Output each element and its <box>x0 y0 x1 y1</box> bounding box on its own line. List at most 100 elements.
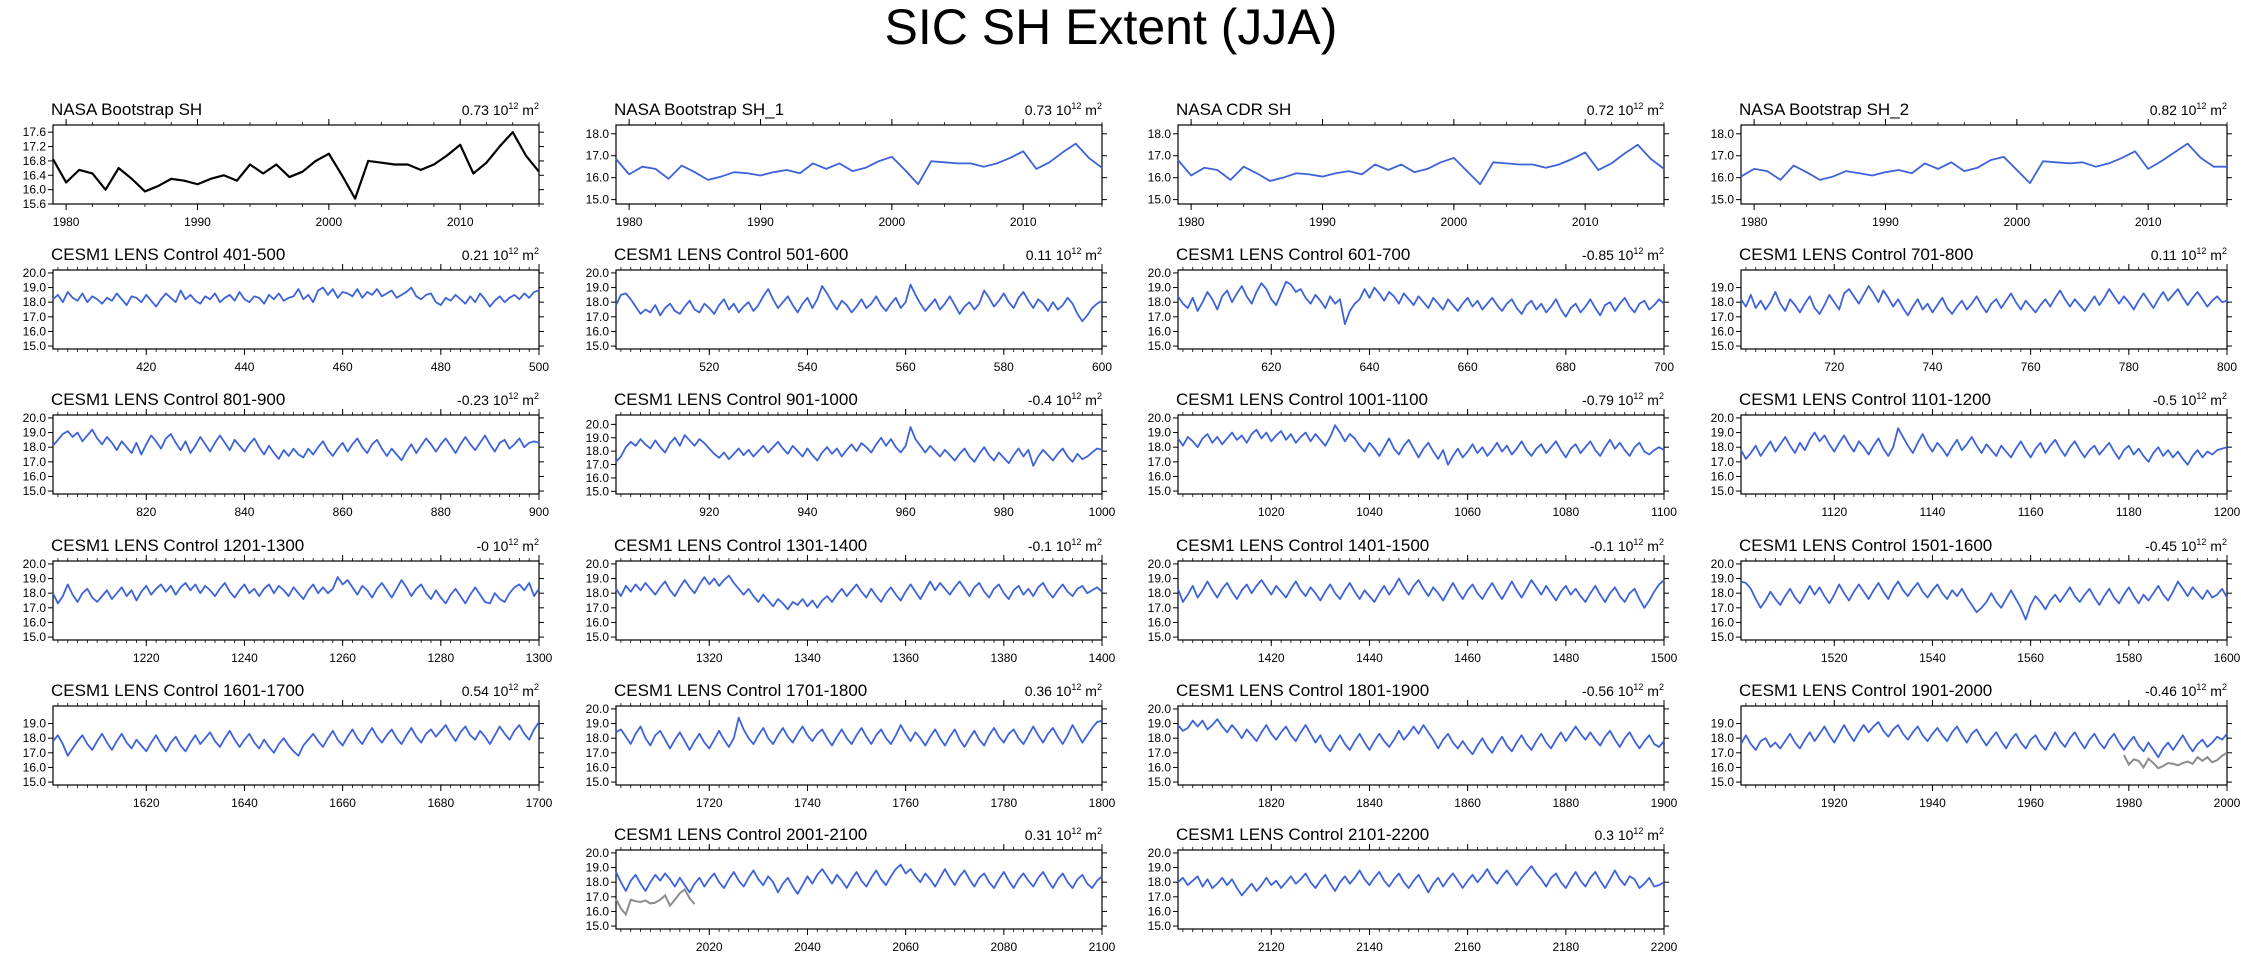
panel-20: CESM1 LENS Control 1901-2000 -0.46 1012 m… <box>1711 681 2241 810</box>
series-line <box>1740 142 2227 185</box>
x-tick-label: 2000 <box>878 215 905 229</box>
series-line <box>52 428 540 462</box>
y-tick-label: 17.6 <box>23 125 47 139</box>
series-line <box>52 576 540 605</box>
trend-part: 12 <box>508 391 518 401</box>
trend-part: 0.11 10 <box>2151 247 2197 263</box>
x-tick-label: 2080 <box>990 940 1017 954</box>
trend-part: 0.73 10 <box>1025 102 1072 118</box>
y-tick-label: 20.0 <box>23 411 47 425</box>
y-tick-label: 17.0 <box>23 601 47 615</box>
x-tick-label: 1740 <box>794 796 821 810</box>
trend-part: 2 <box>1097 101 1102 111</box>
plot-frame <box>615 124 1103 205</box>
x-tick-label: 1900 <box>1651 796 1678 810</box>
x-tick-label: 740 <box>1922 360 1942 374</box>
y-tick-label: 15.0 <box>1711 775 1735 789</box>
panel-trend: 0.11 1012 m2 <box>2151 246 2227 263</box>
y-tick-label: 16.4 <box>23 168 47 182</box>
y-tick-label: 18.0 <box>586 127 610 141</box>
y-tick-label: 17.0 <box>1148 890 1172 904</box>
trend-part: -0.45 10 <box>2145 538 2197 554</box>
y-tick-label: 19.0 <box>23 717 47 731</box>
panel-trend: 0.31 1012 m2 <box>1025 826 1102 843</box>
y-tick-label: 16.0 <box>23 469 47 483</box>
trend-part: -0.56 10 <box>1582 683 1634 699</box>
trend-part: 12 <box>1071 246 1081 256</box>
panel-22: CESM1 LENS Control 2101-2200 0.3 1012 m21… <box>1148 825 1678 954</box>
y-tick-label: 16.0 <box>1148 904 1172 918</box>
plot-frame <box>1177 269 1665 350</box>
panel-19: CESM1 LENS Control 1801-1900 -0.56 1012 m… <box>1148 681 1678 810</box>
y-tick-label: 18.0 <box>1711 731 1735 745</box>
trend-part: m <box>2206 247 2222 263</box>
y-tick-label: 16.0 <box>586 904 610 918</box>
plot-frame <box>52 705 540 786</box>
trend-part: 0.82 10 <box>2150 102 2197 118</box>
y-tick-label: 17.0 <box>1711 149 1735 163</box>
trend-part: m <box>2206 102 2222 118</box>
x-tick-label: 1980 <box>53 215 80 229</box>
x-tick-label: 700 <box>1654 360 1674 374</box>
plot-frame <box>1740 414 2228 495</box>
panel-trend: -0.79 1012 m2 <box>1582 391 1664 408</box>
trend-part: m <box>1081 683 1097 699</box>
panel-trend: 0.36 1012 m2 <box>1025 682 1102 699</box>
y-tick-label: 15.0 <box>586 193 610 207</box>
trend-part: 12 <box>508 101 518 111</box>
x-tick-label: 1040 <box>1356 505 1383 519</box>
x-tick-label: 1990 <box>747 215 774 229</box>
trend-part: m <box>1643 247 1659 263</box>
trend-part: m <box>1643 102 1659 118</box>
x-tick-label: 420 <box>136 360 156 374</box>
x-tick-label: 1920 <box>1821 796 1848 810</box>
trend-part: m <box>2206 538 2222 554</box>
y-tick-label: 19.0 <box>23 572 47 586</box>
x-tick-label: 1080 <box>1552 505 1579 519</box>
trend-part: -0.5 10 <box>2153 392 2197 408</box>
panel-title: CESM1 LENS Control 1601-1700 <box>51 681 304 700</box>
y-tick-label: 19.0 <box>586 281 610 295</box>
x-tick-label: 440 <box>234 360 254 374</box>
panel-title: CESM1 LENS Control 1401-1500 <box>1176 536 1429 555</box>
y-tick-label: 16.0 <box>1711 760 1735 774</box>
y-tick-label: 15.0 <box>586 630 610 644</box>
y-tick-label: 17.0 <box>586 890 610 904</box>
panel-trend: -0.1 1012 m2 <box>1028 537 1102 554</box>
y-tick-label: 15.0 <box>586 919 610 933</box>
x-tick-label: 1220 <box>133 651 160 665</box>
panel-10: CESM1 LENS Control 901-1000 -0.4 1012 m21… <box>586 390 1116 519</box>
series-line <box>615 863 1103 895</box>
trend-part: 2 <box>1659 246 1664 256</box>
y-tick-label: 15.0 <box>586 339 610 353</box>
plot-frame <box>52 124 540 205</box>
trend-part: m <box>2206 392 2222 408</box>
y-tick-label: 18.0 <box>1148 440 1172 454</box>
trend-part: m <box>1643 392 1659 408</box>
y-tick-label: 16.0 <box>23 760 47 774</box>
y-tick-label: 17.0 <box>23 310 47 324</box>
y-tick-label: 16.0 <box>23 615 47 629</box>
x-tick-label: 2100 <box>1089 940 1116 954</box>
trend-part: 2 <box>534 101 539 111</box>
panel-title: CESM1 LENS Control 901-1000 <box>614 390 858 409</box>
x-tick-label: 2010 <box>447 215 474 229</box>
panel-15: CESM1 LENS Control 1401-1500 -0.1 1012 m2… <box>1148 536 1678 665</box>
y-tick-label: 18.0 <box>1711 295 1735 309</box>
x-tick-label: 1240 <box>231 651 258 665</box>
y-tick-label: 20.0 <box>1148 846 1172 860</box>
y-tick-label: 15.0 <box>1148 339 1172 353</box>
x-tick-label: 1680 <box>427 796 454 810</box>
panel-title: CESM1 LENS Control 1701-1800 <box>614 681 867 700</box>
trend-part: 2 <box>1097 682 1102 692</box>
trend-part: 0.11 10 <box>1026 247 1072 263</box>
y-tick-label: 17.0 <box>1711 310 1735 324</box>
trend-part: 2 <box>1659 682 1664 692</box>
y-tick-label: 18.0 <box>586 444 610 458</box>
x-tick-label: 1760 <box>892 796 919 810</box>
trend-part: 2 <box>534 391 539 401</box>
y-tick-label: 15.6 <box>23 197 47 211</box>
y-tick-label: 16.0 <box>586 471 610 485</box>
series-line <box>52 721 540 757</box>
panel-2: NASA Bootstrap SH_1 0.73 1012 m2 15.0 16.0 1… <box>586 100 1107 229</box>
